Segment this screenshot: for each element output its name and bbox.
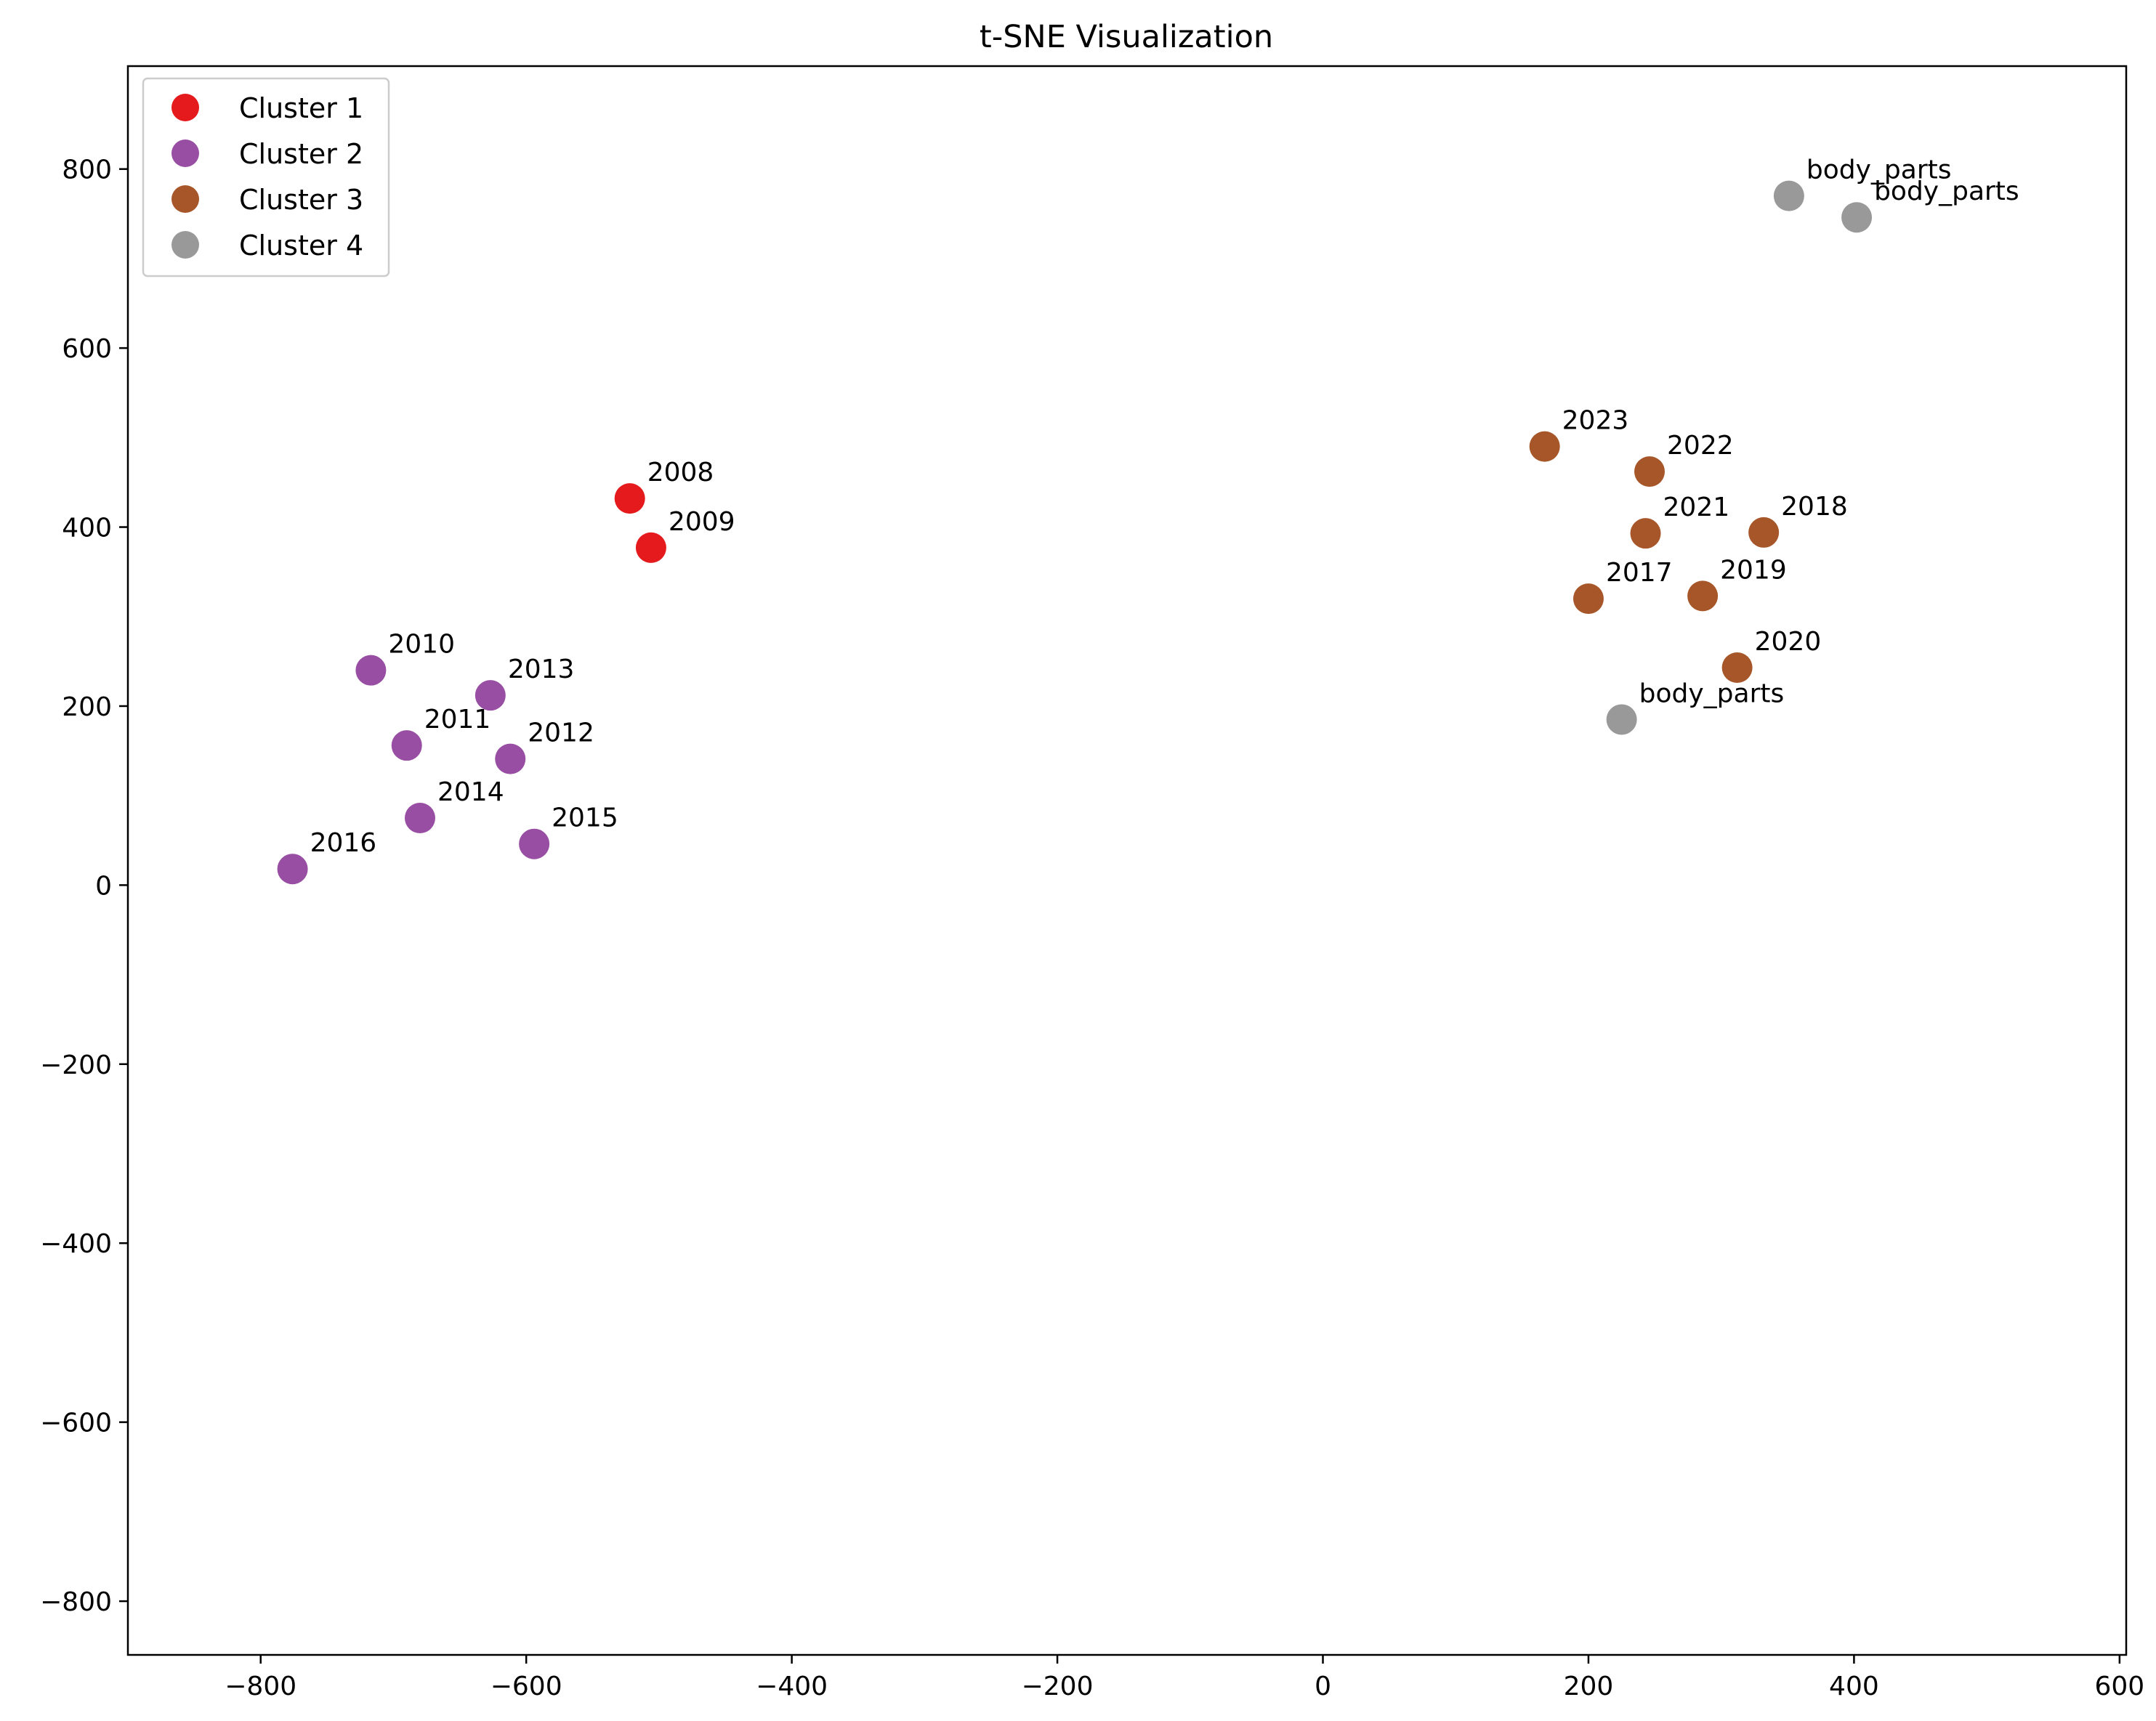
data-point-cluster-1 bbox=[635, 532, 666, 563]
legend-label: Cluster 4 bbox=[239, 230, 363, 262]
point-label: 2019 bbox=[1720, 555, 1787, 585]
y-tick-label: 600 bbox=[62, 334, 112, 364]
data-point-cluster-3 bbox=[1529, 431, 1560, 462]
data-point-cluster-2 bbox=[475, 680, 506, 711]
point-label: 2022 bbox=[1667, 431, 1734, 461]
point-label: 2014 bbox=[437, 777, 504, 807]
point-label: body_parts bbox=[1639, 679, 1785, 708]
data-points bbox=[277, 180, 1873, 885]
legend-marker bbox=[171, 185, 199, 213]
data-point-cluster-2 bbox=[391, 730, 422, 761]
legend-marker bbox=[171, 139, 199, 167]
y-tick-label: 200 bbox=[62, 692, 112, 722]
data-point-cluster-3 bbox=[1687, 580, 1719, 612]
y-tick-label: −200 bbox=[40, 1050, 112, 1080]
point-label: 2013 bbox=[508, 655, 575, 684]
y-tick-label: 400 bbox=[62, 514, 112, 543]
data-point-cluster-3 bbox=[1634, 456, 1666, 487]
legend-label: Cluster 3 bbox=[239, 184, 363, 216]
data-point-cluster-2 bbox=[277, 854, 308, 885]
point-label: 2009 bbox=[669, 507, 735, 537]
y-tick-label: 800 bbox=[62, 155, 112, 185]
data-point-cluster-3 bbox=[1572, 583, 1604, 615]
data-point-cluster-2 bbox=[519, 828, 550, 859]
point-label: 2010 bbox=[388, 630, 455, 660]
y-tick-label: −600 bbox=[40, 1409, 112, 1438]
data-point-cluster-2 bbox=[404, 802, 435, 833]
chart-title: t-SNE Visualization bbox=[980, 19, 1273, 55]
data-point-cluster-1 bbox=[614, 483, 645, 514]
legend-frame bbox=[142, 77, 390, 278]
axes: −800 −600 −400 −200 0 200 400 600 −800 −600 −400 −2… bbox=[40, 155, 2144, 1701]
y-tick-label: −800 bbox=[40, 1587, 112, 1617]
point-label: body_parts bbox=[1806, 155, 1952, 185]
point-label: 2021 bbox=[1663, 493, 1730, 522]
x-tick-label: 400 bbox=[1829, 1672, 1879, 1701]
legend-marker bbox=[171, 94, 199, 121]
point-labels: 2008 2009 2010 2011 2012 2013 2014 2015 2016 2017… bbox=[310, 155, 2019, 859]
plot-frame bbox=[126, 65, 2128, 1656]
point-label: 2012 bbox=[528, 718, 594, 748]
point-label: body_parts bbox=[1874, 177, 2019, 206]
data-point-cluster-4 bbox=[1606, 704, 1637, 735]
point-label: 2016 bbox=[310, 828, 377, 858]
y-tick-label: −400 bbox=[40, 1229, 112, 1259]
legend-label: Cluster 2 bbox=[239, 138, 363, 170]
legend-marker bbox=[171, 231, 199, 259]
x-tick-label: 600 bbox=[2095, 1672, 2145, 1701]
data-point-cluster-3 bbox=[1721, 652, 1753, 683]
data-point-cluster-3 bbox=[1630, 518, 1661, 549]
point-label: 2018 bbox=[1781, 492, 1848, 522]
x-tick-label: −400 bbox=[756, 1672, 828, 1701]
point-label: 2015 bbox=[552, 803, 618, 833]
legend: Cluster 1 Cluster 2 Cluster 3 Cluster 4 bbox=[142, 77, 390, 278]
point-label: 2011 bbox=[424, 705, 491, 734]
x-tick-label: −600 bbox=[490, 1672, 562, 1701]
legend-label: Cluster 1 bbox=[239, 92, 363, 124]
point-label: 2020 bbox=[1755, 627, 1822, 657]
data-point-cluster-2 bbox=[355, 655, 387, 686]
point-label: 2008 bbox=[647, 458, 714, 487]
x-tick-label: 0 bbox=[1315, 1672, 1331, 1701]
x-tick-label: 200 bbox=[1564, 1672, 1614, 1701]
data-point-cluster-4 bbox=[1841, 202, 1873, 233]
data-point-cluster-3 bbox=[1748, 517, 1780, 548]
data-point-cluster-2 bbox=[495, 743, 526, 774]
y-tick-label: 0 bbox=[95, 871, 112, 901]
x-tick-label: −200 bbox=[1022, 1672, 1094, 1701]
data-point-cluster-4 bbox=[1773, 180, 1804, 211]
point-label: 2017 bbox=[1606, 558, 1673, 588]
x-tick-label: −800 bbox=[225, 1672, 296, 1701]
point-label: 2023 bbox=[1562, 406, 1629, 436]
